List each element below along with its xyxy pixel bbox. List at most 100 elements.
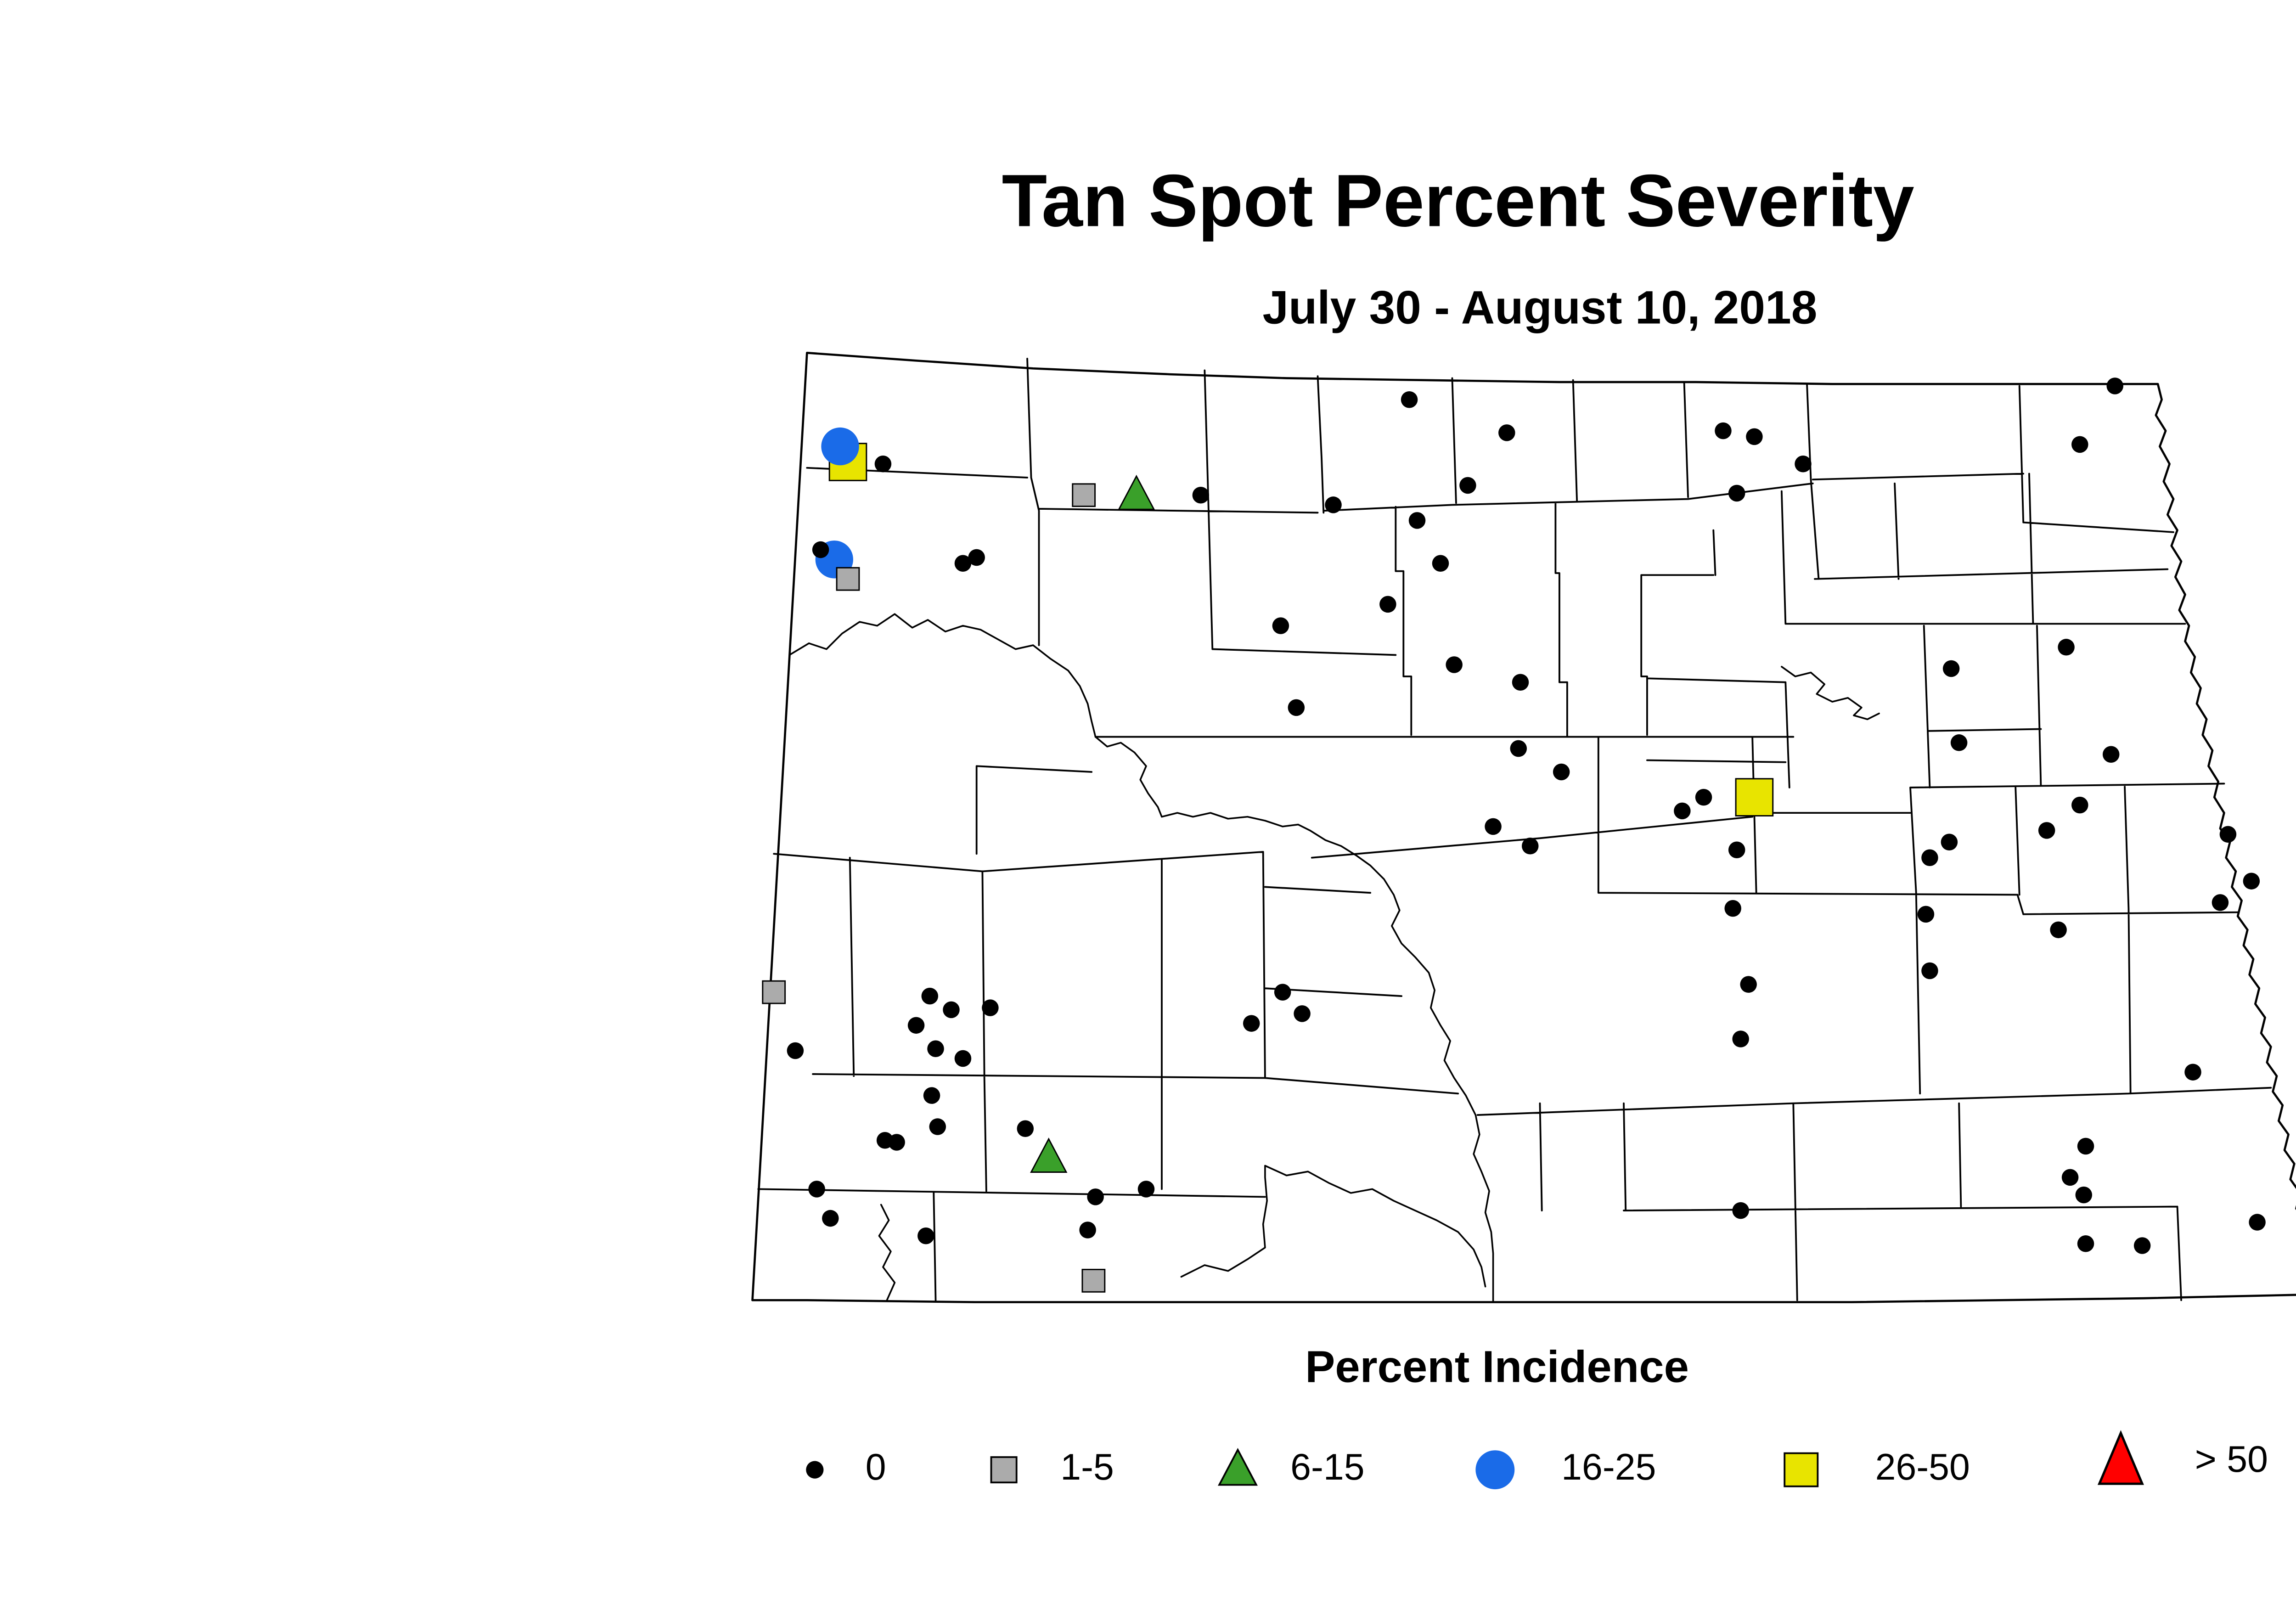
site-marker-small-black-dot [2249,1214,2266,1231]
site-marker-small-black-dot [2243,873,2260,889]
legend-label-1-5: 1-5 [1060,1448,1114,1490]
legend-gray-square-icon [990,1456,1018,1484]
legend-item-1-5: 1-5 [961,1427,1114,1513]
site-marker-small-black-dot [1746,428,1763,445]
site-marker-small-black-dot [1087,1188,1104,1205]
site-marker-small-black-dot [1498,424,1515,441]
site-marker-small-black-dot [874,456,892,473]
state-outline [751,351,2296,1303]
site-marker-small-black-dot [2133,1237,2151,1254]
site-marker-small-black-dot [1192,486,1210,504]
site-marker-small-black-dot [1288,699,1305,716]
site-marker-small-black-dot [1728,841,1745,859]
site-marker-small-black-dot [1715,422,1732,439]
legend-label-16-25: 16-25 [1561,1448,1656,1490]
site-marker-small-black-dot [2077,1235,2094,1252]
legend-blue-circle-icon [1475,1450,1515,1490]
site-marker-small-black-dot [1485,818,1502,835]
site-marker-small-black-dot [2212,894,2229,911]
site-marker-small-black-dot [1521,838,1539,855]
site-marker-small-black-dot [787,1042,804,1059]
little-missouri-boundary [878,1204,896,1301]
site-marker-small-black-dot [1724,900,1741,917]
site-marker-small-black-dot [1740,976,1757,993]
legend-item-gt-50: > 50 [2078,1419,2268,1505]
site-marker-small-black-dot [1325,496,1342,513]
site-marker-small-black-dot [1408,512,1426,529]
site-marker-small-black-dot [929,1118,946,1135]
missouri-river-boundary [788,613,1494,1303]
site-marker-small-black-dot [1917,906,1935,923]
site-marker-small-black-dot [954,555,972,572]
site-marker-small-black-dot [888,1134,905,1151]
site-marker-small-black-dot [1950,734,1968,751]
site-marker-gray-square [836,567,860,591]
legend-green-triangle-icon [1218,1448,1258,1486]
site-marker-small-black-dot [2071,796,2088,814]
site-marker-small-black-dot [808,1181,825,1198]
legend-label-6-15: 6-15 [1290,1448,1365,1490]
site-marker-green-triangle [1118,474,1155,510]
site-marker-small-black-dot [917,1227,934,1244]
site-marker-small-black-dot [822,1210,839,1227]
legend-label-0: 0 [865,1448,886,1490]
site-marker-small-black-dot [1512,674,1529,691]
legend-item-16-25: 16-25 [1452,1427,1656,1513]
site-marker-small-black-dot [2050,921,2067,939]
legend-item-0: 0 [772,1427,886,1513]
site-marker-small-black-dot [943,1001,960,1019]
site-marker-small-black-dot [2219,826,2237,843]
site-marker-small-black-dot [2038,822,2055,839]
site-marker-small-black-dot [1795,456,1812,473]
site-marker-small-black-dot [1401,391,1418,408]
site-marker-small-black-dot [1921,962,1938,980]
legend-item-6-15: 6-15 [1195,1427,1365,1513]
site-marker-small-black-dot [1732,1202,1749,1219]
site-marker-small-black-dot [1017,1120,1034,1137]
site-marker-small-black-dot [954,1050,972,1067]
devils-lake-boundary [1781,665,1880,721]
legend-title: Percent Incidence [1305,1341,1689,1392]
site-marker-small-black-dot [2077,1137,2094,1155]
site-marker-small-black-dot [2058,639,2075,656]
site-marker-blue-circle [821,427,859,466]
site-marker-small-black-dot [1137,1181,1155,1198]
site-marker-small-black-dot [921,987,939,1005]
site-marker-gray-square [1081,1269,1106,1293]
site-marker-small-black-dot [1728,484,1745,502]
site-marker-small-black-dot [907,1017,925,1034]
figure-subtitle: July 30 - August 10, 2018 [1262,282,1818,336]
site-marker-small-black-dot [1921,849,1938,867]
survey-site-markers [762,377,2266,1293]
site-marker-gray-square [1072,483,1096,507]
site-marker-yellow-square [1735,778,1774,816]
site-marker-small-black-dot [1553,763,1570,781]
site-marker-small-black-dot [982,999,999,1016]
site-marker-small-black-dot [2102,746,2120,763]
site-marker-small-black-dot [1732,1030,1749,1047]
site-marker-small-black-dot [1079,1222,1096,1238]
site-marker-small-black-dot [1459,477,1476,494]
site-marker-gray-square [762,980,786,1004]
site-marker-small-black-dot [1274,984,1291,1001]
legend-yellow-square-icon [1784,1452,1819,1487]
site-marker-small-black-dot [1379,596,1396,613]
site-marker-small-black-dot [1510,740,1527,757]
site-marker-small-black-dot [923,1087,940,1104]
site-marker-small-black-dot [2106,377,2123,394]
legend-label-26-50: 26-50 [1875,1448,1970,1490]
site-marker-small-black-dot [927,1040,944,1058]
legend-item-26-50: 26-50 [1758,1427,1970,1513]
site-marker-small-black-dot [2184,1064,2201,1081]
legend-dot-icon [806,1461,824,1479]
site-marker-small-black-dot [1294,1005,1311,1022]
county-boundaries [751,351,2296,1303]
site-marker-small-black-dot [1243,1015,1260,1032]
county-interior-lines [757,358,2272,1301]
site-marker-small-black-dot [2075,1186,2093,1204]
legend-red-triangle-icon [2097,1430,2144,1485]
site-marker-small-black-dot [2071,436,2088,453]
site-marker-small-black-dot [1432,555,1449,572]
site-marker-green-triangle [1030,1137,1068,1173]
legend-label-gt-50: > 50 [2195,1440,2268,1482]
